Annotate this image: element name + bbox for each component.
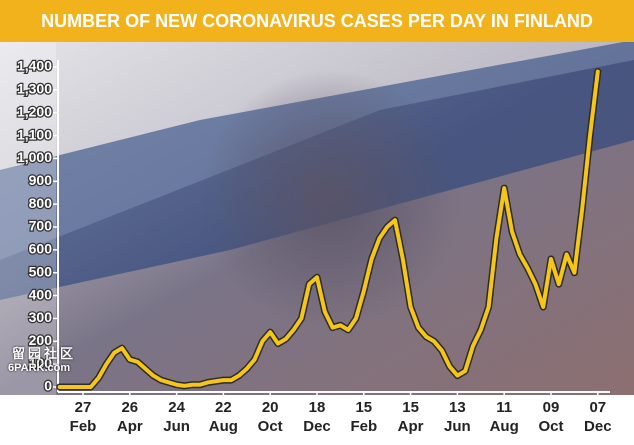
x-tick-label: 11 Aug — [489, 399, 519, 435]
y-tick-label: 100 — [29, 355, 53, 371]
x-tick-label: 07 Dec — [584, 399, 612, 435]
axis-panel — [0, 42, 56, 395]
x-tick-label: 20 Oct — [257, 399, 283, 435]
x-tick-label: 18 Dec — [303, 399, 331, 435]
y-tick-label: 1,100 — [17, 126, 52, 142]
virus — [200, 70, 460, 330]
line — [57, 69, 600, 389]
y-tick-label: 1,000 — [17, 149, 52, 165]
flag-white — [0, 42, 634, 260]
y-tick-label: 1,200 — [17, 103, 52, 119]
y-tick-label: 900 — [29, 172, 53, 188]
x-tick-label: 15 Feb — [350, 399, 378, 435]
y-tick-label: 800 — [29, 195, 53, 211]
y-tick-label: 1,400 — [17, 58, 52, 74]
x-tick-label: 26 Apr — [116, 399, 143, 435]
y-tick-label: 600 — [29, 241, 53, 257]
x-tick-label: 09 Oct — [538, 399, 564, 435]
y-tick-label: 700 — [29, 218, 53, 234]
y-tick-label: 300 — [29, 309, 53, 325]
y-tick-label: 500 — [29, 263, 53, 279]
x-tick-label: 27 Feb — [69, 399, 97, 435]
x-tick-label: 24 Jun — [163, 399, 190, 435]
watermark: 6PARK.com — [8, 362, 71, 374]
chart-title: NUMBER OF NEW CORONAVIRUS CASES PER DAY … — [0, 0, 634, 42]
x-tick-label: 15 Apr — [397, 399, 424, 435]
y-tick-label: 1,300 — [17, 81, 52, 97]
x-tick-label: 13 Jun — [444, 399, 471, 435]
watermark: 留园社区 — [12, 346, 77, 361]
y-tick-label: 0 — [44, 378, 52, 394]
y-tick-label: 200 — [29, 332, 53, 348]
x-tick-label: 22 Aug — [208, 399, 238, 435]
y-tick-label: 400 — [29, 286, 53, 302]
